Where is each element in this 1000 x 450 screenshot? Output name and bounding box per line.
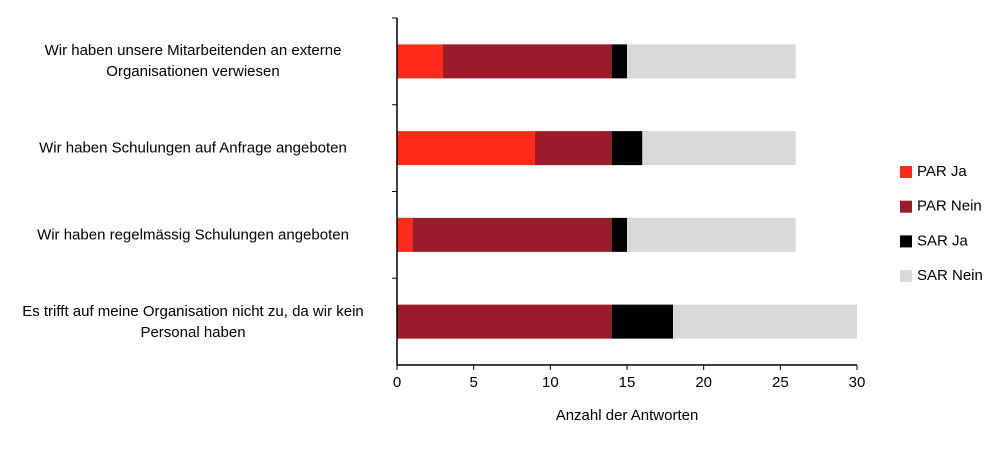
x-tick-label: 0 [393, 374, 401, 391]
x-tick-label: 25 [772, 374, 789, 391]
x-tick-label: 30 [849, 374, 866, 391]
legend-label: SAR Ja [917, 232, 969, 249]
y-tick-label: Wir haben regelmässig Schulungen angebot… [37, 226, 349, 244]
x-tick-label: 20 [695, 374, 712, 391]
y-tick-label: Wir haben Schulungen auf Anfrage angebot… [39, 139, 347, 157]
y-tick-label: Es trifft auf meine Organisation nicht z… [22, 302, 364, 341]
bar-segment [535, 131, 612, 166]
bar-segment [627, 44, 796, 79]
bar-segment [412, 217, 612, 252]
legend-label: PAR Nein [917, 198, 982, 215]
legend-label: SAR Nein [917, 267, 983, 284]
bar-segment [627, 217, 796, 252]
bar-segment [611, 217, 627, 252]
legend-swatch [900, 235, 912, 248]
legend-swatch [900, 270, 912, 283]
x-tick-label: 15 [619, 374, 636, 391]
bar-segment [611, 131, 643, 166]
bar-segment [611, 44, 627, 79]
legend-swatch [900, 200, 912, 213]
legend-swatch [900, 166, 912, 178]
bar-segment [397, 217, 413, 252]
legend-label: PAR Ja [917, 163, 967, 180]
x-axis-title: Anzahl der Antworten [556, 407, 699, 424]
bar-segment [611, 304, 673, 339]
bar-segment [642, 131, 796, 166]
bar-segment [397, 304, 612, 339]
y-tick-label: Wir haben unsere Mitarbeitenden an exter… [44, 42, 342, 81]
bar-segment [443, 44, 612, 79]
bar-segment [397, 131, 535, 166]
bar-segment [673, 304, 857, 339]
x-tick-label: 5 [469, 374, 477, 391]
x-tick-label: 10 [542, 374, 559, 391]
bar-segment [397, 44, 443, 79]
